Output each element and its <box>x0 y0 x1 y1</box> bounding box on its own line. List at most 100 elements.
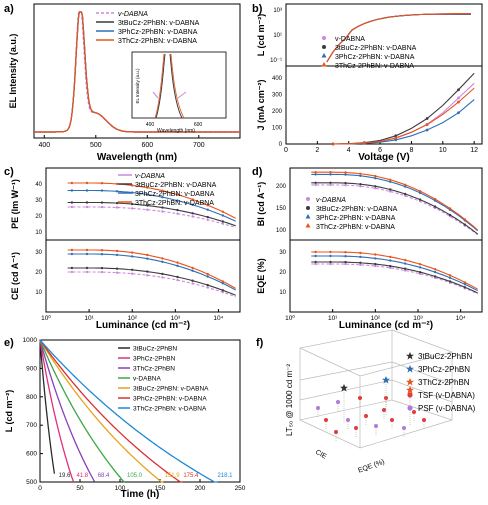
efficiency-point <box>329 260 332 264</box>
efficiency-point <box>463 218 467 221</box>
x-tick-label: 10² <box>371 315 381 322</box>
legend-label: 3tBuCz-2PhBN <box>418 352 472 361</box>
efficiency-point <box>70 205 74 209</box>
efficiency-point <box>329 250 332 254</box>
efficiency-point <box>146 270 149 273</box>
panel-b-x-ticks: 0 2 4 6 8 10 12 <box>284 141 478 154</box>
efficiency-point <box>418 266 422 269</box>
efficiency-point <box>100 249 104 252</box>
efficiency-point <box>115 190 119 193</box>
legend-marker <box>407 405 413 411</box>
efficiency-point <box>161 257 164 260</box>
x-tick-label: 250 <box>235 485 246 492</box>
efficiency-point <box>70 252 74 256</box>
panel-d-top-y-label: BI (cd A⁻¹) <box>256 182 266 226</box>
legend-label: 3tBuCz-2PhBN: v-DABNA <box>133 386 209 393</box>
efficiency-point <box>374 257 377 260</box>
efficiency-point <box>374 253 377 256</box>
y-tick-label: 800 <box>26 394 37 401</box>
d-ytick: 200 <box>276 184 287 190</box>
panel-c-bottom-y-label: CE (cd A⁻¹) <box>10 252 20 300</box>
legend-label: v-DABNA <box>135 173 165 180</box>
x-tick-label: 10⁰ <box>41 314 51 322</box>
efficiency-line <box>67 206 236 229</box>
x-tick-label: 4 <box>347 147 351 154</box>
c-ytick: 10 <box>35 230 42 236</box>
scatter-point <box>324 418 328 422</box>
efficiency-point <box>389 178 392 181</box>
panel-b-y-ticks: 0 100 200 300 400 <box>272 76 283 148</box>
decay-line <box>39 339 218 483</box>
legend-label: 3PhCz-2PhBN: v-DABNA <box>133 396 207 403</box>
panel-c: c) 40 30 20 10 30 20 10 10⁰ 10¹ 10² 10³ 10⁴ … <box>4 166 241 331</box>
efficiency-point <box>404 185 407 188</box>
efficiency-point <box>206 215 209 219</box>
c-ytick: 20 <box>35 214 42 220</box>
efficiency-line <box>311 255 478 292</box>
scatter-point <box>364 414 368 418</box>
x-tick-label: 400 <box>38 142 50 149</box>
efficiency-point <box>131 184 134 187</box>
efficiency-point <box>344 171 347 174</box>
decay-line <box>39 339 164 483</box>
panel-f-axis-fragment: CIE <box>314 449 328 461</box>
efficiency-point <box>404 262 407 265</box>
panel-d-x-label: Luminance (cd m⁻²) <box>339 320 433 331</box>
jv-line <box>332 87 475 145</box>
efficiency-point <box>389 190 392 193</box>
efficiency-point <box>221 282 224 285</box>
efficiency-point <box>329 262 332 266</box>
d-ytick: 30 <box>279 250 286 256</box>
efficiency-point <box>115 253 119 257</box>
efficiency-point <box>418 191 422 195</box>
efficiency-point <box>100 205 104 209</box>
y-tick-label: 1000 <box>23 337 38 344</box>
panel-d-x-ticks: 10⁰ 10¹ 10² 10³ 10⁴ <box>285 309 466 322</box>
legend-marker <box>306 206 310 210</box>
legend-label: 3ThCz-2PhBN: v-DABNA <box>118 38 197 45</box>
lifetime-annotation: 151.9 <box>165 473 181 479</box>
efficiency-point <box>314 260 317 264</box>
lifetime-annotation: 105.0 <box>127 473 143 479</box>
legend-label: 3ThCz-2PhBN: v-DABNA <box>316 224 395 231</box>
x-tick-label: 10¹ <box>84 315 94 322</box>
y-tick-label: 700 <box>26 422 37 429</box>
panel-e-curves <box>39 339 218 483</box>
efficiency-point <box>115 201 119 205</box>
efficiency-point <box>206 283 209 287</box>
legend-label: 3tBuCz-2PhBN: v-DABNA <box>335 45 417 52</box>
panel-a-x-ticks: 400 500 600 700 <box>38 135 205 149</box>
legend-label: 3tBuCz-2PhBN: v-DABNA <box>135 182 217 189</box>
efficiency-point <box>70 266 74 270</box>
legend-label: 3ThCz-2PhBN: v-DABNA <box>133 406 207 413</box>
efficiency-point <box>389 259 392 262</box>
legend-label: 3ThCz-2PhBN: v-DABNA <box>335 63 414 70</box>
legend-label: v-DABNA <box>316 197 346 204</box>
legend-label: 3PhCz-2PhBN <box>133 356 176 363</box>
panel-b-x-label: Voltage (V) <box>358 152 409 163</box>
panel-d: d) 200 150 100 30 20 10 10⁰ 10¹ 10² 10³ 10⁴ … <box>252 166 483 331</box>
efficiency-point <box>374 174 377 178</box>
panel-c-bottom-axes <box>45 239 241 313</box>
panel-e-ticks: 0 50 100 150 200 250 500 600 700 800 900 1000 <box>23 337 246 492</box>
efficiency-point <box>418 271 422 274</box>
efficiency-point <box>433 270 437 274</box>
efficiency-point <box>418 200 422 203</box>
efficiency-point <box>115 249 119 253</box>
x-tick-label: 150 <box>155 485 166 492</box>
efficiency-point <box>161 210 164 213</box>
efficiency-point <box>329 254 332 258</box>
efficiency-point <box>191 203 194 206</box>
panel-d-curves <box>311 171 479 295</box>
efficiency-point <box>314 250 317 254</box>
y-tick-label: 0 <box>279 142 283 148</box>
efficiency-point <box>221 289 224 292</box>
d-ytick: 10 <box>279 290 286 296</box>
c-ytick: 30 <box>35 198 42 204</box>
efficiency-line <box>311 261 478 294</box>
efficiency-point <box>131 268 134 271</box>
panel-e-y-label: L (cd m⁻²) <box>4 390 14 433</box>
b-top-ytick: 10⁻¹ <box>270 58 282 64</box>
panel-b-top-y-label: L (cd m⁻²) <box>256 14 266 57</box>
